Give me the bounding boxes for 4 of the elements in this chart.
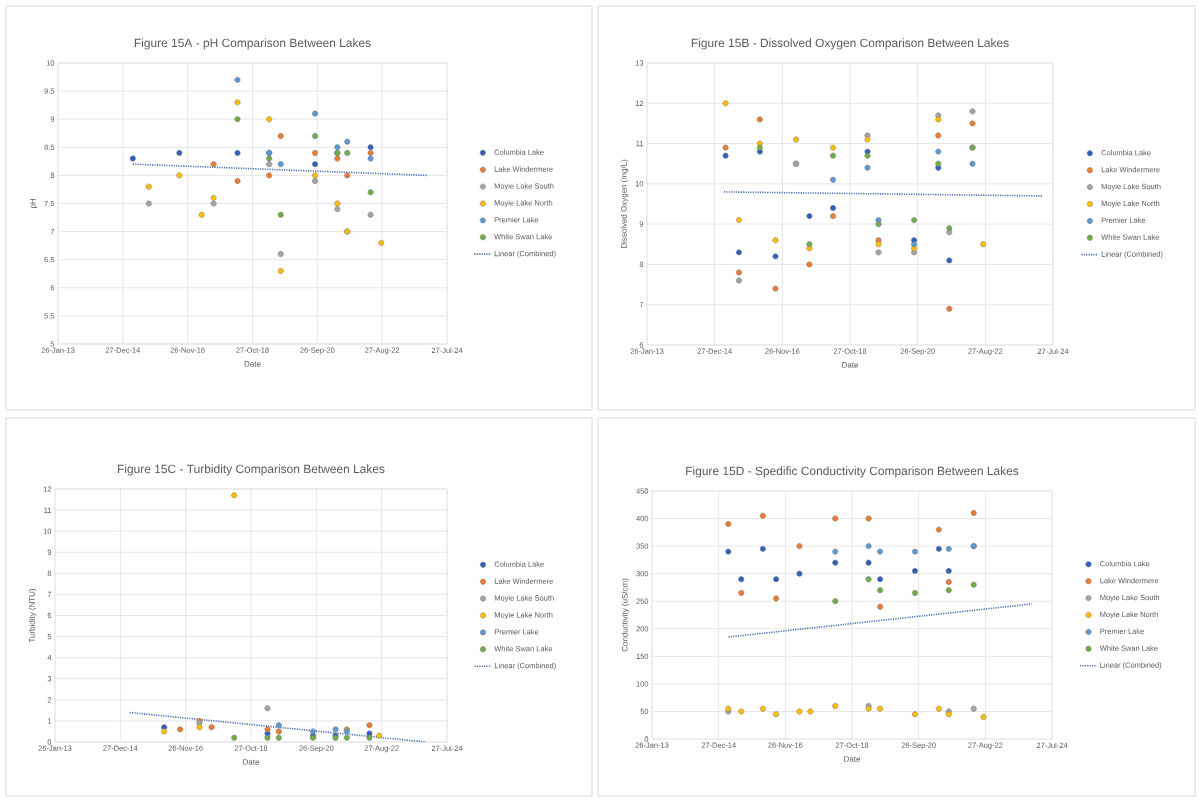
chart-title: Figure 15A - pH Comparison Between Lakes (134, 38, 371, 50)
chart-title: Figure 15B - Dissolved Oxygen Comparison Between Lakes (691, 38, 1009, 50)
chart-title: Figure 15D - Spedific Conductivity Comparison Between Lakes (686, 466, 1019, 478)
chart-title: Figure 15C - Turbidity Comparison Between Lakes (117, 464, 385, 476)
